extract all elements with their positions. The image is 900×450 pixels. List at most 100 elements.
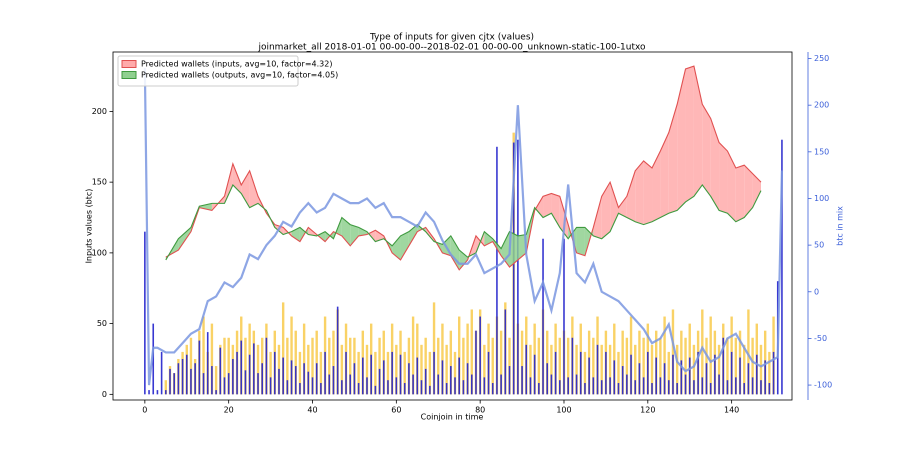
bar — [768, 351, 771, 395]
bar — [659, 337, 662, 395]
bar — [223, 377, 226, 395]
bar — [206, 332, 209, 395]
bar — [563, 238, 565, 395]
bar — [676, 383, 678, 395]
fill-between — [400, 231, 409, 260]
bar — [584, 383, 586, 395]
fill-between — [408, 224, 418, 246]
bar — [642, 337, 645, 395]
bar — [747, 363, 750, 395]
bar — [303, 363, 305, 395]
bar — [378, 368, 381, 395]
fill-between — [593, 196, 602, 239]
bar — [232, 358, 234, 395]
bar — [521, 366, 523, 395]
bar — [441, 360, 444, 395]
bar — [365, 344, 369, 395]
fill-between — [178, 227, 191, 251]
y2-tick-label: -100 — [814, 381, 832, 390]
chart-subtitle: joinmarket_all 2018-01-01 00-00-00--2018… — [257, 43, 646, 53]
y2-tick-label: 50 — [814, 241, 824, 250]
fill-between — [459, 250, 468, 270]
fill-between — [693, 66, 703, 197]
bar — [542, 238, 544, 395]
bar — [265, 337, 268, 395]
bar — [684, 337, 687, 395]
bar — [214, 366, 218, 395]
bar — [429, 385, 431, 395]
bar — [307, 344, 310, 395]
bar — [202, 316, 205, 395]
bar — [424, 368, 427, 395]
line — [143, 67, 784, 386]
bar — [663, 316, 666, 395]
bar — [211, 366, 213, 395]
bar — [428, 351, 432, 395]
bar — [319, 351, 323, 395]
bar — [286, 337, 289, 395]
bar — [470, 309, 473, 395]
bar — [437, 374, 440, 395]
y2-tick-label: 250 — [814, 54, 829, 63]
y2-axis-label: btc in mix — [836, 206, 845, 246]
bar — [554, 351, 557, 395]
bar — [302, 323, 306, 395]
bar — [366, 377, 368, 395]
bar — [399, 354, 402, 395]
bar — [177, 363, 180, 395]
bar — [269, 351, 272, 395]
bar — [311, 377, 314, 395]
bar — [315, 363, 318, 395]
bar — [709, 316, 712, 395]
bar — [307, 371, 310, 395]
y-tick-label: 0 — [102, 390, 107, 399]
bar — [282, 357, 284, 395]
bar — [328, 337, 331, 395]
bar — [281, 302, 285, 395]
bar — [194, 363, 196, 395]
bar — [483, 344, 486, 395]
bar — [169, 368, 171, 395]
fill-between — [568, 224, 577, 253]
bar — [357, 383, 360, 395]
bar — [714, 354, 716, 395]
bar — [411, 316, 415, 395]
bar — [395, 344, 398, 395]
bar — [299, 383, 301, 395]
bar — [558, 337, 561, 395]
fill-between — [735, 165, 745, 222]
bar — [349, 337, 352, 395]
bar — [236, 351, 238, 395]
bar — [760, 380, 762, 395]
bar — [408, 363, 410, 395]
x-axis-label: Coinjoin in time — [421, 413, 484, 422]
bar — [717, 344, 721, 395]
bar — [647, 351, 649, 395]
bar — [621, 330, 624, 395]
fill-between — [618, 196, 627, 218]
bar — [747, 309, 750, 395]
bar — [458, 357, 461, 395]
y2-tick-label: -50 — [814, 334, 827, 343]
bar — [755, 354, 758, 395]
bar — [458, 316, 461, 395]
bar — [391, 351, 393, 395]
bar — [219, 347, 222, 395]
bar — [349, 374, 352, 395]
bar — [181, 358, 184, 395]
bar — [508, 366, 511, 395]
bar — [684, 374, 687, 395]
bar — [575, 374, 578, 395]
bar — [592, 377, 595, 395]
bar — [433, 351, 435, 395]
legend-swatch — [121, 71, 137, 79]
bar — [416, 357, 419, 395]
fill-between — [450, 235, 460, 270]
bar — [253, 343, 255, 395]
bar — [675, 344, 679, 395]
bar — [592, 337, 595, 395]
bar — [479, 316, 481, 395]
bar — [575, 344, 578, 395]
fill-between — [626, 170, 636, 222]
